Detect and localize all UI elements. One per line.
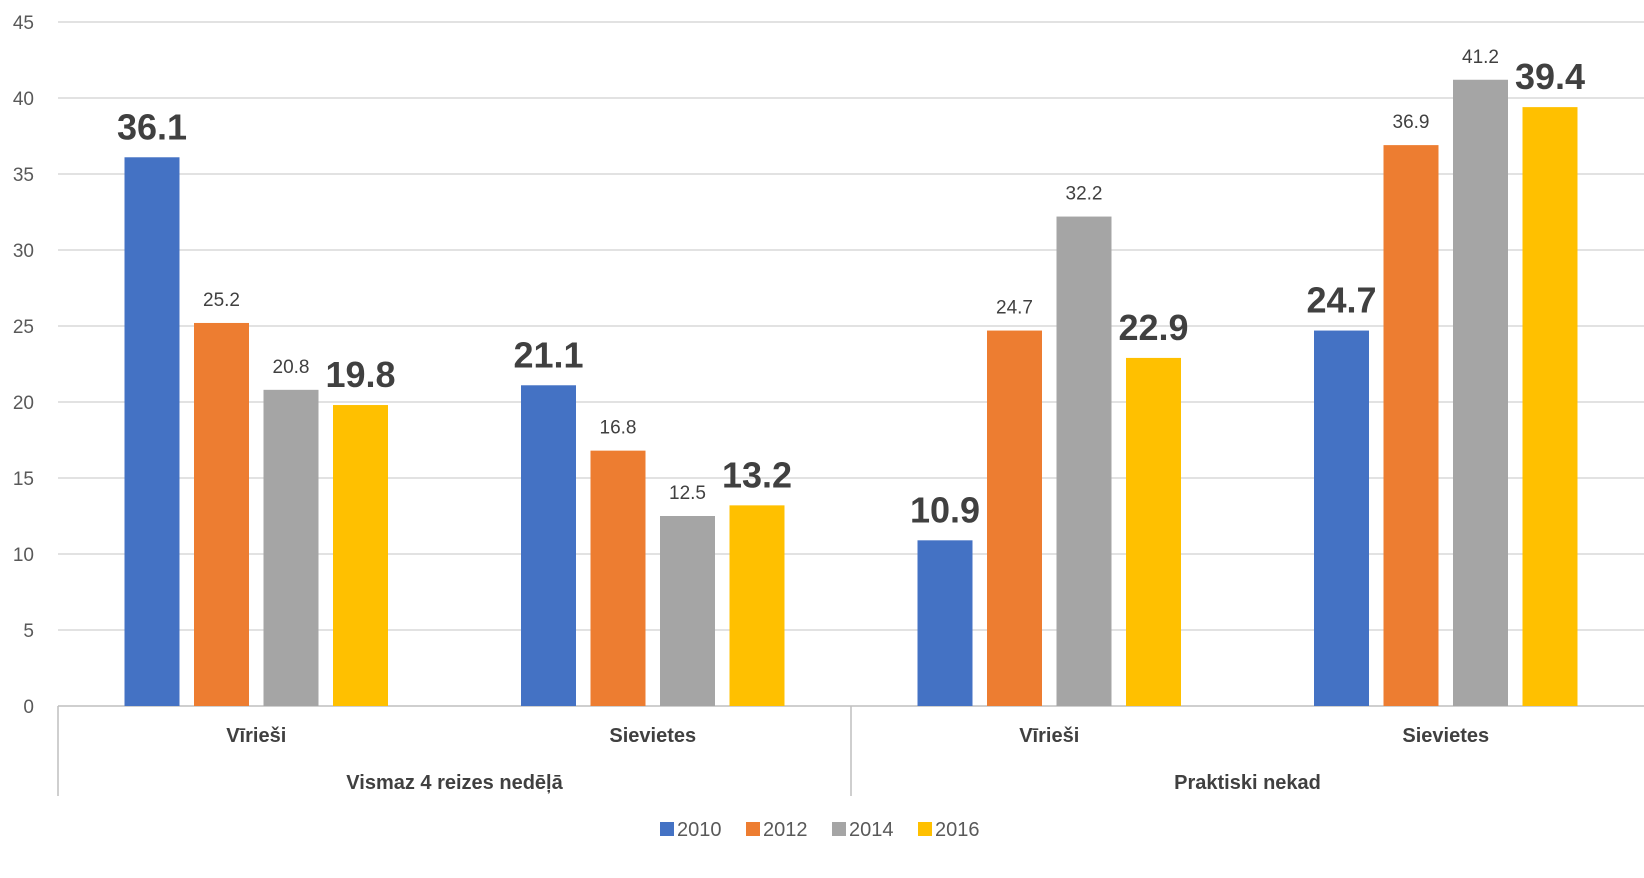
x-category-label: Sievietes <box>609 725 696 747</box>
data-label: 36.1 <box>117 106 187 147</box>
bar <box>1314 330 1369 706</box>
data-label: 21.1 <box>513 334 583 375</box>
bar <box>194 322 249 706</box>
data-label: 32.2 <box>1066 184 1103 205</box>
data-label: 20.8 <box>273 357 310 378</box>
y-tick-label: 20 <box>13 393 34 414</box>
data-label: 41.2 <box>1462 47 1499 68</box>
bar <box>1056 216 1112 706</box>
y-tick-label: 45 <box>13 13 34 34</box>
bar <box>124 157 180 706</box>
data-label: 22.9 <box>1118 307 1188 348</box>
data-label: 13.2 <box>722 454 792 495</box>
bar <box>263 389 319 706</box>
bar <box>590 450 646 706</box>
bar <box>1383 145 1439 706</box>
legend-swatch <box>918 822 932 836</box>
y-tick-label: 0 <box>23 697 34 718</box>
legend-swatch <box>832 822 846 836</box>
bar <box>521 385 576 706</box>
data-label: 12.5 <box>669 483 706 504</box>
bar <box>660 516 715 706</box>
y-tick-label: 40 <box>13 89 34 110</box>
legend-label: 2014 <box>849 819 894 841</box>
data-label: 25.2 <box>203 290 240 311</box>
y-tick-label: 15 <box>13 469 34 490</box>
y-tick-label: 30 <box>13 241 34 262</box>
data-label: 24.7 <box>1306 280 1376 321</box>
bar <box>1522 107 1578 707</box>
y-tick-label: 25 <box>13 317 34 338</box>
data-label: 36.9 <box>1393 112 1430 133</box>
data-label: 39.4 <box>1515 56 1585 97</box>
bar <box>987 330 1042 706</box>
legend-label: 2012 <box>763 819 808 841</box>
legend-label: 2016 <box>935 819 980 841</box>
bar <box>1126 357 1181 706</box>
data-label: 10.9 <box>910 489 980 530</box>
data-label: 24.7 <box>996 298 1033 319</box>
x-group-label: Praktiski nekad <box>1174 772 1321 794</box>
data-label: 19.8 <box>325 354 395 395</box>
data-label: 16.8 <box>600 418 637 439</box>
x-category-label: Vīrieši <box>1019 725 1079 747</box>
legend-swatch <box>746 822 760 836</box>
y-tick-label: 35 <box>13 165 34 186</box>
y-tick-label: 5 <box>23 621 34 642</box>
y-tick-label: 10 <box>13 545 34 566</box>
bar <box>729 505 785 706</box>
x-category-label: Vīrieši <box>226 725 286 747</box>
x-group-label: Vismaz 4 reizes nedēļā <box>346 772 563 794</box>
bar <box>333 405 388 706</box>
x-category-label: Sievietes <box>1402 725 1489 747</box>
bar <box>917 540 973 706</box>
legend-label: 2010 <box>677 819 722 841</box>
legend-swatch <box>660 822 674 836</box>
bar <box>1453 79 1508 706</box>
